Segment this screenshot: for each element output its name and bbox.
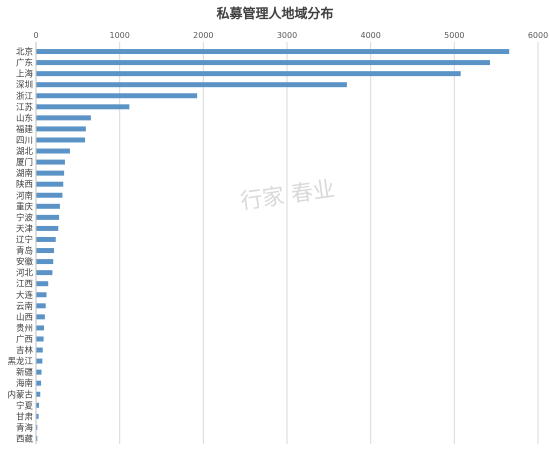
bar	[36, 358, 43, 364]
watermark-text: 行家 春业	[239, 177, 337, 215]
bar	[36, 203, 60, 209]
bar	[36, 259, 54, 265]
bar	[36, 413, 39, 419]
bar	[36, 303, 46, 309]
category-label: 宁波	[16, 212, 34, 223]
bar	[36, 424, 38, 430]
bar	[36, 60, 490, 66]
category-label: 北京	[16, 47, 33, 58]
bar	[36, 126, 86, 132]
category-label: 湖南	[16, 168, 33, 179]
category-label: 四川	[16, 136, 33, 146]
bar	[36, 71, 461, 77]
x-tick-label: 6000	[528, 31, 548, 40]
bar	[36, 435, 38, 441]
bar	[36, 402, 40, 408]
x-tick-label: 2000	[193, 31, 213, 40]
category-label: 江苏	[16, 102, 34, 113]
x-tick-label: 4000	[360, 31, 380, 40]
bar	[36, 391, 41, 397]
bar	[36, 115, 91, 121]
category-label: 上海	[16, 69, 34, 80]
category-label: 厦门	[16, 157, 33, 168]
bar	[36, 159, 65, 165]
bar	[36, 248, 55, 254]
category-label: 湖北	[16, 147, 34, 157]
category-label: 浙江	[16, 91, 34, 102]
category-label: 山东	[16, 113, 33, 124]
bars	[36, 49, 510, 441]
x-tick-label: 5000	[444, 31, 464, 40]
category-label: 安徽	[16, 257, 34, 268]
bar	[36, 181, 64, 187]
bar	[36, 137, 86, 143]
category-label: 大连	[16, 290, 34, 301]
category-label: 深圳	[16, 80, 33, 91]
bar	[36, 104, 130, 110]
bar	[36, 281, 49, 287]
bar	[36, 347, 43, 353]
bar	[36, 369, 42, 375]
category-label: 甘肃	[16, 411, 34, 422]
x-axis-ticks: 0 1000 2000 3000 4000 5000 6000	[33, 31, 548, 40]
category-labels: 北京广东上海深圳浙江江苏山东福建四川湖北厦门湖南陕西河南重庆宁波天津辽宁青岛安徽…	[7, 47, 33, 445]
category-label: 山西	[16, 312, 33, 323]
bar	[36, 380, 42, 386]
bar	[36, 148, 70, 154]
bar	[36, 292, 47, 298]
category-label: 贵州	[16, 323, 33, 334]
category-label: 内蒙古	[7, 389, 33, 400]
category-label: 云南	[16, 301, 33, 312]
bar	[36, 49, 510, 55]
bar	[36, 93, 198, 99]
category-label: 重庆	[16, 201, 34, 212]
category-label: 陕西	[16, 179, 33, 190]
category-label: 西藏	[16, 433, 34, 444]
bar	[36, 236, 56, 242]
bar	[36, 270, 53, 276]
category-label: 河南	[16, 190, 33, 201]
x-tick-label: 1000	[109, 31, 129, 40]
bar	[36, 314, 45, 320]
category-label: 广西	[16, 334, 33, 345]
bar	[36, 82, 347, 88]
x-tick-label: 0	[33, 31, 38, 40]
category-label: 吉林	[16, 345, 34, 356]
category-label: 河北	[16, 268, 34, 279]
bar	[36, 170, 65, 176]
category-label: 江西	[16, 280, 33, 290]
bar	[36, 225, 59, 231]
bar	[36, 214, 60, 220]
bar	[36, 192, 63, 198]
x-tick-label: 3000	[277, 31, 297, 40]
category-label: 新疆	[16, 367, 34, 378]
category-label: 黑龙江	[7, 356, 33, 367]
category-label: 福建	[16, 124, 34, 135]
category-label: 海南	[16, 378, 33, 389]
chart-title: 私募管理人地域分布	[216, 6, 333, 22]
gridlines	[35, 42, 539, 444]
bar	[36, 336, 44, 342]
category-label: 天津	[16, 223, 34, 234]
watermark: 行家 春业	[239, 177, 337, 215]
category-label: 广东	[16, 58, 33, 69]
category-label: 青海	[16, 422, 34, 433]
category-label: 宁夏	[16, 400, 34, 411]
bar	[36, 325, 45, 331]
category-label: 辽宁	[16, 234, 33, 245]
category-label: 青岛	[16, 246, 33, 257]
